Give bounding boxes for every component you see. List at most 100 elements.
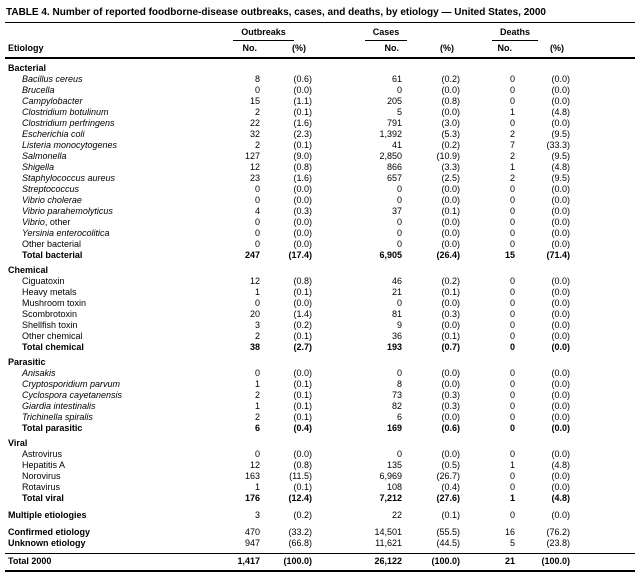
table-row: Other chemical 2 (0.1) 36 (0.1) 0 (0.0) xyxy=(5,331,635,342)
value-cell: (0.0) xyxy=(551,379,571,389)
spacer-cell xyxy=(570,379,635,390)
spacer-cell xyxy=(570,74,635,85)
value-cell: (12.4) xyxy=(288,493,312,503)
value-cell: (26.7) xyxy=(436,471,460,481)
value-cell: 0 xyxy=(396,85,402,95)
cases-no-header: No. xyxy=(312,41,402,59)
table-row: Other bacterial 0 (0.0) 0 (0.0) 0 (0.0) xyxy=(5,239,635,250)
value-cell: (0.1) xyxy=(293,401,312,411)
etiology-label: Campylobacter xyxy=(22,96,83,106)
table-row: Unknown etiology 947 (66.8) 11,621 (44.5) 5 (2… xyxy=(5,538,635,554)
value-cell: (0.0) xyxy=(441,412,460,422)
section-header-row: Chemical xyxy=(5,261,635,276)
value-cell: (0.4) xyxy=(441,482,460,492)
section-header-row: Bacterial xyxy=(5,58,635,74)
value-cell: (0.0) xyxy=(293,85,312,95)
value-cell: 0 xyxy=(396,217,402,227)
value-cell: 0 xyxy=(509,195,515,205)
value-cell: (0.1) xyxy=(293,482,312,492)
value-cell: 38 xyxy=(249,342,260,352)
value-cell: (0.0) xyxy=(551,309,571,319)
value-cell: (55.5) xyxy=(436,527,460,537)
spacer-cell xyxy=(570,449,635,460)
value-cell: (0.8) xyxy=(293,460,312,470)
spacer-cell xyxy=(570,217,635,228)
value-cell: 0 xyxy=(254,217,260,227)
table-row: Anisakis 0 (0.0) 0 (0.0) 0 (0.0) xyxy=(5,368,635,379)
value-cell: 0 xyxy=(509,401,515,411)
value-cell: (0.0) xyxy=(441,228,460,238)
value-cell: (0.0) xyxy=(551,342,571,352)
value-cell: 0 xyxy=(254,195,260,205)
value-cell: (0.0) xyxy=(551,412,571,422)
value-cell: (0.0) xyxy=(441,379,460,389)
table-row: Clostridium botulinum 2 (0.1) 5 (0.0) 1 (4.8) xyxy=(5,107,635,118)
value-cell: (0.0) xyxy=(293,228,312,238)
value-cell: 0 xyxy=(509,510,515,520)
table-row: Astrovirus 0 (0.0) 0 (0.0) 0 (0.0) xyxy=(5,449,635,460)
table-row: Yersinia enterocolitica 0 (0.0) 0 (0.0) 0 (0.0… xyxy=(5,228,635,239)
etiology-label: Vibrio cholerae xyxy=(22,195,82,205)
etiology-label: Unknown etiology xyxy=(8,538,86,548)
value-cell: 127 xyxy=(244,151,260,161)
etiology-label: Yersinia enterocolitica xyxy=(22,228,110,238)
value-cell: 866 xyxy=(386,162,402,172)
etiology-label: Other chemical xyxy=(22,331,83,341)
value-cell: (0.3) xyxy=(441,401,460,411)
group-header-spacer xyxy=(5,23,215,41)
table-title: TABLE 4. Number of reported foodborne-di… xyxy=(5,5,635,23)
table-row: Total parasitic 6 (0.4) 169 (0.6) 0 (0.0) xyxy=(5,423,635,434)
value-cell: (44.5) xyxy=(436,538,460,548)
value-cell: (0.0) xyxy=(441,195,460,205)
value-cell: (17.4) xyxy=(288,250,312,260)
value-cell: (0.0) xyxy=(551,184,571,194)
spacer-cell xyxy=(570,553,636,572)
table-row: Total bacterial 247 (17.4) 6,905 (26.4) 15 (71… xyxy=(5,250,635,261)
value-cell: (0.8) xyxy=(293,276,312,286)
value-cell: (0.1) xyxy=(293,379,312,389)
value-cell: 2 xyxy=(254,331,260,341)
spacer-cell xyxy=(570,129,635,140)
value-cell: (0.0) xyxy=(293,195,312,205)
spacer-cell xyxy=(570,85,635,96)
value-cell: 2 xyxy=(254,107,260,117)
value-cell: 9 xyxy=(396,320,402,330)
etiology-label: Shellfish toxin xyxy=(22,320,78,330)
table-row: Cryptosporidium parvum 1 (0.1) 8 (0.0) 0 (0.0) xyxy=(5,379,635,390)
outbreaks-pct-header: (%) xyxy=(260,41,312,59)
deaths-group-header: Deaths xyxy=(460,23,570,41)
value-cell: (0.3) xyxy=(441,309,460,319)
value-cell: 3 xyxy=(254,510,260,520)
value-cell: (0.0) xyxy=(551,482,571,492)
value-cell: (0.0) xyxy=(441,107,460,117)
value-cell: 0 xyxy=(509,423,515,433)
value-cell: (71.4) xyxy=(546,250,571,260)
etiology-label: Total 2000 xyxy=(5,553,215,572)
value-cell: (0.0) xyxy=(441,184,460,194)
etiology-label: Giardia intestinalis xyxy=(22,401,96,411)
value-cell: (0.0) xyxy=(293,184,312,194)
spacer-cell xyxy=(570,228,635,239)
value-cell: 135 xyxy=(386,460,402,470)
value-cell: (0.4) xyxy=(293,423,312,433)
value-cell: 0 xyxy=(254,449,260,459)
etiology-label: Multiple etiologies xyxy=(8,510,87,520)
value-cell: (0.0) xyxy=(441,320,460,330)
etiology-label: Norovirus xyxy=(22,471,61,481)
value-cell: 0 xyxy=(509,287,515,297)
value-cell: (27.6) xyxy=(436,493,460,503)
value-cell: 0 xyxy=(509,379,515,389)
value-cell: (0.0) xyxy=(441,298,460,308)
value-cell: 2,850 xyxy=(379,151,402,161)
value-cell: (0.0) xyxy=(551,228,571,238)
outbreaks-group-label: Outbreaks xyxy=(233,27,294,41)
value-cell: 205 xyxy=(386,96,402,106)
table-row: Staphylococcus aureus 23 (1.6) 657 (2.5) 2 (9.… xyxy=(5,173,635,184)
value-cell: 32 xyxy=(249,129,260,139)
value-cell: (0.0) xyxy=(293,449,312,459)
value-cell: 0 xyxy=(509,276,515,286)
value-cell: (1.6) xyxy=(293,118,312,128)
table-row: Vibrio, other 0 (0.0) 0 (0.0) 0 (0.0) xyxy=(5,217,635,228)
value-cell: (0.0) xyxy=(551,74,571,84)
